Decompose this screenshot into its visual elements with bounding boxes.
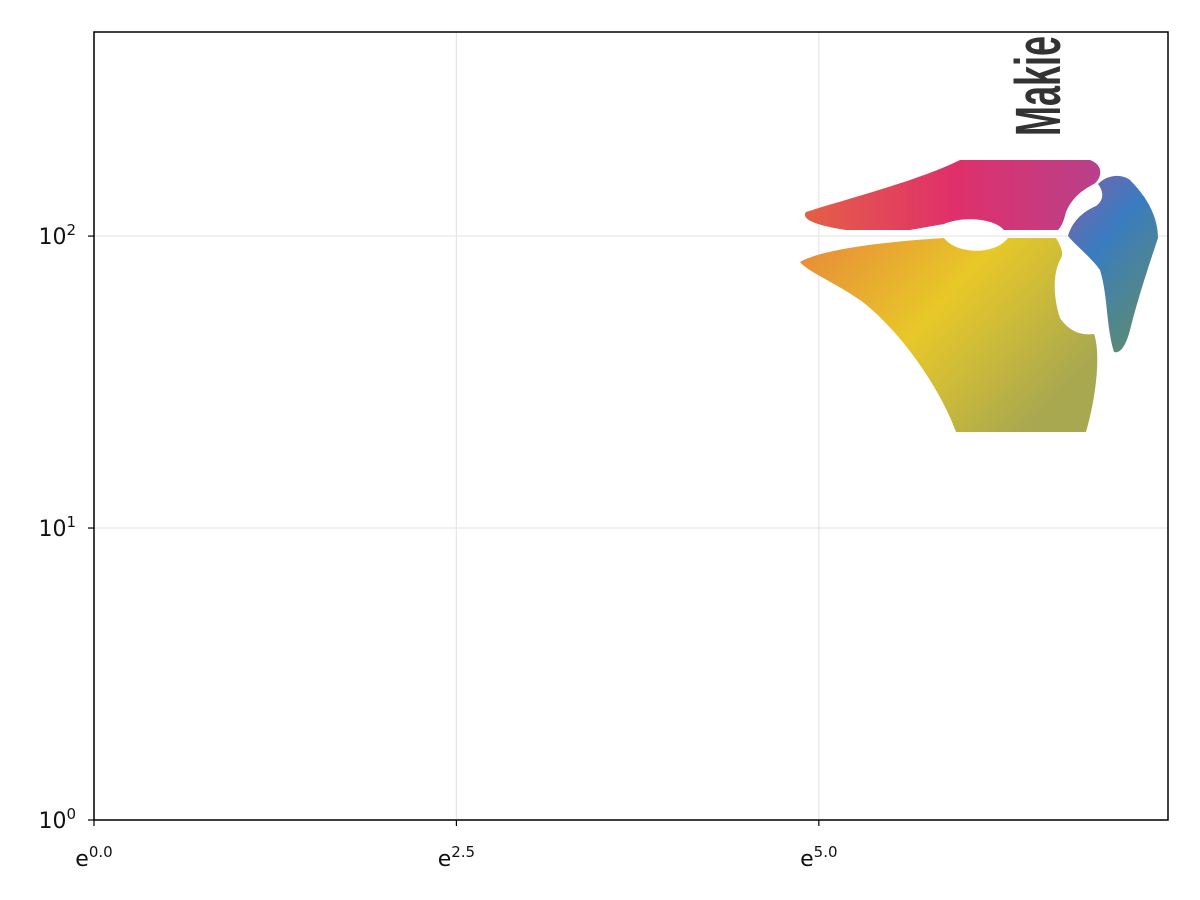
makie-wordmark-text: Makie <box>1002 36 1074 136</box>
makie-wordmark: Makie <box>1002 36 1074 136</box>
logo-bottom-petal <box>800 238 1098 432</box>
x-tick-label: e2.5 <box>438 843 475 872</box>
y-tick-label: 102 <box>38 221 76 250</box>
y-axis-ticks: 100 101 102 <box>38 221 94 834</box>
logo-right-petal <box>1068 175 1158 353</box>
logo-top-petal <box>804 160 1101 230</box>
plot-frame <box>93 31 1169 821</box>
x-tick-label: e0.0 <box>75 843 112 872</box>
x-tick-label: e5.0 <box>800 843 837 872</box>
y-tick-label: 100 <box>38 805 76 834</box>
x-axis-ticks: e0.0 e2.5 e5.0 <box>75 820 838 872</box>
y-tick-label: 101 <box>38 513 76 542</box>
makie-logo-image: Makie <box>800 36 1158 432</box>
